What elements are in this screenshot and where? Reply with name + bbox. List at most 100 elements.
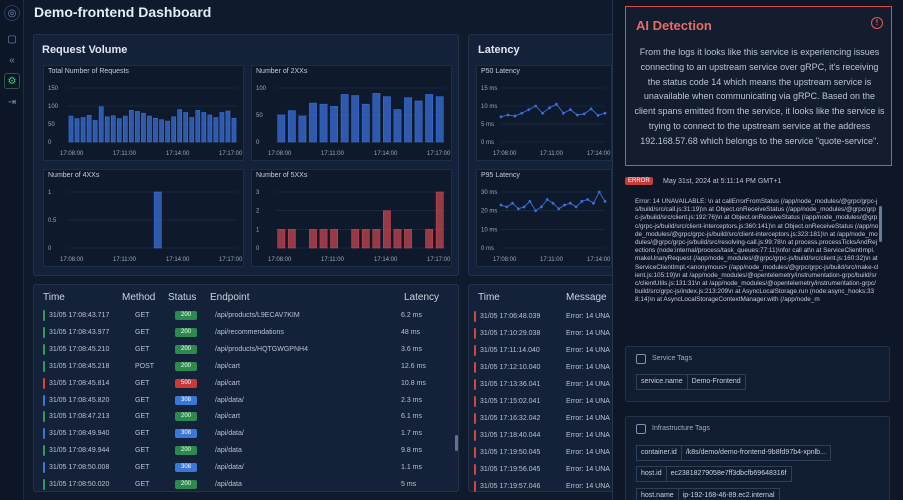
row-status-marker	[43, 462, 45, 474]
row-status-marker	[43, 310, 45, 321]
infra-tags-box: Infrastructure Tags container.id/k8s/dem…	[625, 416, 890, 500]
bar	[80, 117, 86, 143]
cell-endpoint: /api/cart	[215, 379, 240, 387]
table-row[interactable]: 31/05 17:08:49.940 GET/api/data/1.7 ms 308	[43, 426, 453, 442]
collapse-icon[interactable]: «	[9, 55, 15, 66]
log-row[interactable]: 31/05 17:18:40.044 Error: 14 UNA	[474, 428, 616, 444]
status-badge: 200	[175, 311, 197, 320]
table-row[interactable]: 31/05 17:08:43.977 GET/api/recommendation…	[43, 325, 453, 341]
cell-message: Error: 14 UNA	[566, 347, 610, 354]
bar	[116, 118, 122, 143]
status-badge: 200	[175, 480, 197, 489]
row-status-marker	[474, 379, 476, 390]
cell-time: 31/05 17:13:36.041	[480, 381, 541, 388]
table-row[interactable]: 31/05 17:08:50.020 GET/api/data 5 ms 200	[43, 477, 453, 493]
expand-icon[interactable]: ⇥	[7, 97, 17, 108]
x-tick-label: 17:11:00	[113, 151, 137, 157]
bar	[351, 229, 360, 249]
row-status-marker	[474, 464, 476, 475]
chart-svg: 100 50 0 17:08:00 17:11:00 17:14:00 17:17:00	[256, 86, 451, 157]
chart-svg: 15 ms 10 ms 5 ms 0 ms 17:08:00 17:11:00 17:14:…	[481, 86, 611, 157]
log-row[interactable]: 31/05 17:12:10.040 Error: 14 UNA	[474, 360, 616, 376]
service-tags-box: Service Tags service.name Demo-Frontend	[625, 346, 890, 402]
table-row[interactable]: 31/05 17:08:45.820 GET/api/data/2.3 ms 308	[43, 393, 453, 409]
cell-time: 31/05 17:08:45.218	[49, 362, 110, 370]
chart-title: Number of 4XXs	[48, 172, 100, 179]
y-tick-label: 0	[256, 246, 260, 252]
bar	[225, 110, 231, 143]
error-log-scrollbar[interactable]	[879, 206, 882, 242]
data-point	[596, 113, 600, 117]
table-row[interactable]: 31/05 17:08:43.717 GET/api/products/L9ECA…	[43, 308, 453, 324]
col-time[interactable]: Time	[43, 292, 65, 303]
cell-time: 31/05 17:08:45.210	[49, 345, 110, 353]
bar	[425, 229, 434, 249]
cell-time: 31/05 17:08:49.944	[49, 447, 110, 455]
log-row[interactable]: 31/05 17:10:29.038 Error: 14 UNA	[474, 326, 616, 342]
bar	[330, 106, 338, 143]
cell-latency: 6.2 ms	[401, 312, 423, 319]
cell-method: GET	[135, 379, 150, 387]
log-row[interactable]: 31/05 17:13:36.041 Error: 14 UNA	[474, 377, 616, 393]
bar	[340, 94, 349, 143]
panel-icon[interactable]: ▢	[7, 34, 17, 45]
table-row[interactable]: 31/05 17:08:45.210 GET/api/products/HQTGW…	[43, 342, 453, 358]
x-tick-label: 17:17:00	[219, 257, 243, 263]
data-point	[568, 201, 572, 205]
cell-method: GET	[135, 464, 150, 472]
logs-table: Time Message 31/05 17:06:48.039 Error: 14…	[468, 284, 618, 492]
settings-icon[interactable]: ⚙	[4, 73, 20, 89]
cell-method: GET	[135, 328, 150, 336]
cell-latency: 1.7 ms	[401, 430, 423, 438]
col-status[interactable]: Status	[168, 292, 197, 303]
row-status-marker	[43, 377, 45, 389]
data-point	[597, 190, 601, 194]
table-scrollbar[interactable]	[455, 435, 458, 451]
data-point	[506, 113, 510, 117]
x-tick-label: 17:14:00	[587, 151, 611, 157]
x-tick-label: 17:08:00	[268, 151, 292, 157]
chart-title: P50 Latency	[481, 68, 520, 75]
col-log-time[interactable]: Time	[478, 292, 500, 303]
bar	[135, 111, 140, 143]
log-row[interactable]: 31/05 17:19:50.045 Error: 14 UNA	[474, 445, 616, 461]
bar	[319, 103, 328, 143]
table-row[interactable]: 31/05 17:08:49.944 GET/api/data 9.8 ms 200	[43, 443, 453, 459]
col-latency[interactable]: Latency	[404, 292, 440, 303]
col-endpoint[interactable]: Endpoint	[210, 292, 250, 303]
y-tick-label: 0.5	[48, 218, 57, 224]
globe-icon[interactable]: ◎	[4, 5, 20, 21]
table-row[interactable]: 31/05 17:08:47.213 GET/api/cart 6.1 ms 200	[43, 409, 453, 425]
bar	[110, 115, 116, 143]
bar	[319, 229, 328, 249]
col-method[interactable]: Method	[122, 292, 156, 303]
cell-message: Error: 14 UNA	[566, 398, 610, 405]
bar	[153, 117, 158, 143]
page-title: Demo-frontend Dashboard	[34, 4, 212, 20]
cell-message: Error: 14 UNA	[566, 466, 610, 473]
x-tick-label: 17:11:00	[321, 151, 345, 157]
data-point	[540, 205, 543, 209]
ai-detection-title: AI Detection	[636, 18, 712, 33]
data-point	[568, 108, 572, 111]
log-row[interactable]: 31/05 17:06:48.039 Error: 14 UNA	[474, 309, 616, 325]
row-status-marker	[43, 394, 45, 406]
total-requests-chart: 150 100 50 0 17:08:00 17:11:00 17:14:00 17:17:0…	[43, 65, 244, 161]
col-message[interactable]: Message	[566, 292, 607, 303]
log-row[interactable]: 31/05 17:11:14.040 Error: 14 UNA	[474, 343, 616, 359]
row-status-marker	[43, 479, 45, 490]
y-tick-label: 0 ms	[481, 246, 494, 252]
log-row[interactable]: 31/05 17:19:56.045 Error: 14 UNA	[474, 462, 616, 478]
data-point	[586, 198, 590, 201]
cell-time: 31/05 17:08:50.020	[49, 481, 110, 488]
table-row[interactable]: 31/05 17:08:45.814 GET/api/cart 10.8 ms 500	[43, 376, 453, 392]
log-row[interactable]: 31/05 17:15:02.041 Error: 14 UNA	[474, 394, 616, 410]
table-row[interactable]: 31/05 17:08:50.008 GET/api/data/1.1 ms 308	[43, 460, 453, 476]
tag-value: Demo-Frontend	[691, 378, 741, 385]
table-row[interactable]: 31/05 17:08:45.218 POST/api/cart 12.6 ms 20…	[43, 359, 453, 375]
cell-time: 31/05 17:08:43.717	[49, 312, 110, 319]
cell-time: 31/05 17:08:43.977	[49, 328, 110, 336]
log-row[interactable]: 31/05 17:16:32.042 Error: 14 UNA	[474, 411, 616, 427]
ai-side-panel: AI Detection ! From the logs it looks li…	[612, 0, 903, 500]
log-row[interactable]: 31/05 17:19:57.046 Error: 14 UNA	[474, 479, 616, 495]
